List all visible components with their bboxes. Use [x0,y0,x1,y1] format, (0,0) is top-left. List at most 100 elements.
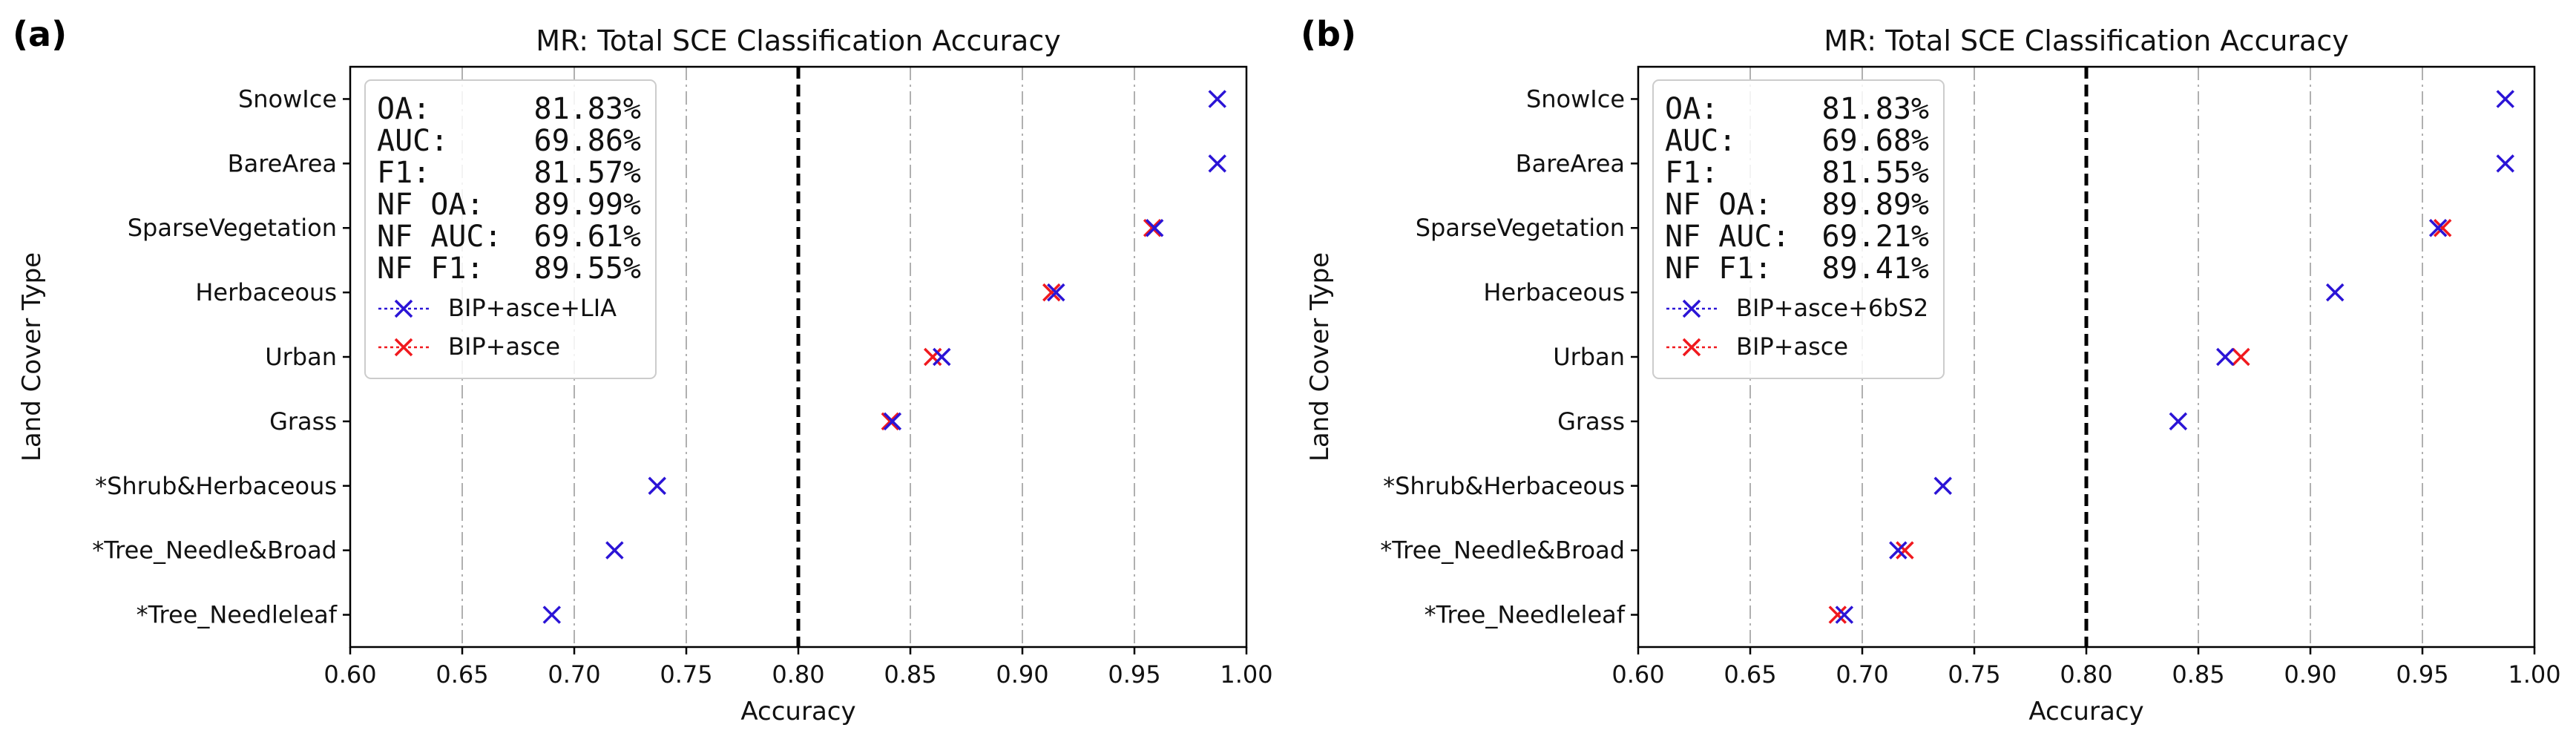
y-tick-label: Urban [265,343,337,371]
legend-entry: BIP+asce+6bS2 [1736,294,1928,322]
y-tick-label: Herbaceous [1483,278,1625,306]
legend-handle-1 [1666,338,1717,357]
x-tick-label: 1.00 [1220,660,1272,689]
x-tick-label: 0.70 [1836,660,1888,689]
x-tick-label: 1.00 [2508,660,2560,689]
legend-box [364,79,657,379]
x-tick-label: 0.60 [323,660,376,689]
stat-value: 89.89% [1822,188,1930,222]
stat-label: NF F1: [377,252,484,286]
y-tick-label: BareArea [228,149,337,177]
y-tick-label: SnowIce [238,85,337,113]
x-axis-label: Accuracy [2028,697,2143,726]
x-tick-label: 0.85 [884,660,936,689]
x-tick-label: 0.80 [2060,660,2112,689]
marker-baseline-4 [2232,347,2250,367]
marker-baseline-2 [2433,218,2452,237]
stat-value: 89.41% [1822,252,1930,286]
stat-label: AUC: [377,124,448,158]
y-axis-label: Land Cover Type [1305,252,1335,462]
stat-value: 81.83% [1822,92,1930,126]
stat-value: 69.86% [534,124,642,158]
marker-primary-4 [933,347,951,367]
stat-value: 69.68% [1822,124,1930,158]
legend-entry: BIP+asce [448,332,560,361]
legend-handle-0 [1666,299,1717,318]
y-tick-label: *Tree_Needle&Broad [1380,536,1625,565]
marker-baseline-7 [1896,541,1914,559]
x-tick-label: 0.90 [2284,660,2336,689]
marker-primary-5 [2169,412,2188,431]
y-tick-label: Urban [1553,343,1625,371]
legend-entry: BIP+asce+LIA [448,294,617,322]
marker-baseline-2 [1143,218,1162,237]
x-tick-label: 0.75 [1948,660,2000,689]
stat-label: AUC: [1665,124,1736,158]
marker-primary-7 [605,541,624,559]
y-tick-label: Grass [269,407,337,436]
marker-primary-1 [2496,154,2514,173]
marker-baseline-5 [881,412,900,431]
stat-value: 81.83% [534,92,642,126]
marker-primary-1 [1208,154,1226,173]
legend: OA: 81.83% AUC: 69.68% F1: 81.55% NF OA: 89.89%… [1652,79,1945,379]
stat-label: NF AUC: [377,220,502,254]
panel-label: (b) [1301,14,1356,54]
y-axis-label: Land Cover Type [17,252,47,462]
x-tick-label: 0.95 [2396,660,2448,689]
stat-value: 81.57% [534,156,642,190]
y-tick-label: *Tree_Needle&Broad [92,536,337,565]
x-tick-label: 0.90 [996,660,1048,689]
marker-primary-6 [648,476,666,496]
legend-handle-1 [378,338,429,357]
marker-baseline-3 [1042,283,1061,302]
marker-primary-0 [1208,90,1226,108]
marker-primary-8 [1835,605,1854,624]
x-axis-label: Accuracy [740,697,855,726]
stat-value: 89.99% [534,188,642,222]
x-tick-label: 0.80 [772,660,824,689]
panel-label: (a) [13,14,67,54]
marker-primary-6 [1933,476,1952,496]
legend-entry: BIP+asce [1736,332,1848,361]
x-tick-label: 0.70 [548,660,600,689]
legend-handle-0 [378,299,429,318]
y-tick-label: *Shrub&Herbaceous [95,472,337,500]
y-tick-label: SparseVegetation [1416,214,1625,242]
marker-primary-2 [1145,218,1164,237]
marker-primary-4 [2216,347,2235,367]
stat-label: NF OA: [377,188,484,222]
marker-primary-3 [2325,283,2345,302]
x-tick-label: 0.65 [1724,660,1776,689]
marker-primary-3 [1047,283,1065,302]
marker-primary-8 [542,605,562,624]
y-tick-label: Herbaceous [195,278,337,306]
x-tick-label: 0.85 [2172,660,2224,689]
stat-label: F1: [377,156,430,190]
marker-primary-5 [883,412,902,431]
y-tick-label: BareArea [1516,149,1625,177]
y-tick-label: SparseVegetation [128,214,337,242]
marker-primary-0 [2496,90,2514,108]
legend: OA: 81.83% AUC: 69.86% F1: 81.57% NF OA: 89.99%… [364,79,657,379]
y-tick-label: *Shrub&Herbaceous [1383,472,1625,500]
y-tick-label: SnowIce [1526,85,1625,113]
stat-value: 89.55% [534,252,642,286]
chart-title: MR: Total SCE Classification Accuracy [1824,24,2348,57]
chart-panel-a: (a) MR: Total SCE Classification Accuracy… [13,14,1273,726]
chart-panel-b: (b) MR: Total SCE Classification Accuracy… [1301,14,2561,726]
stat-value: 69.61% [534,220,642,254]
x-tick-label: 0.95 [1108,660,1160,689]
legend-box [1652,79,1945,379]
stat-label: OA: [377,92,430,126]
x-tick-label: 0.75 [660,660,712,689]
y-tick-label: *Tree_Needleleaf [1425,601,1626,629]
x-tick-label: 0.60 [1611,660,1664,689]
stat-label: OA: [1665,92,1718,126]
stat-value: 69.21% [1822,220,1930,254]
marker-baseline-8 [1828,605,1847,624]
stat-label: NF F1: [1665,252,1772,286]
marker-primary-2 [2428,218,2448,237]
x-tick-label: 0.65 [436,660,488,689]
